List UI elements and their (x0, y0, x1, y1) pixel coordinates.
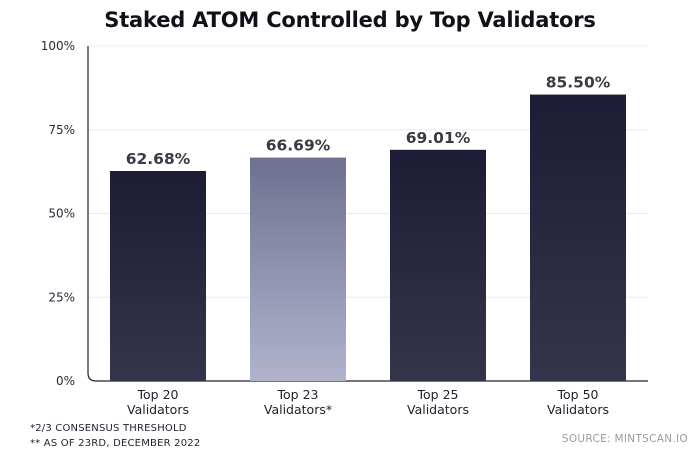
source-label: SOURCE: MINTSCAN.IO (561, 433, 688, 445)
footnote-threshold: *2/3 CONSENSUS THRESHOLD (30, 423, 187, 434)
x-tick-label: Top 23 (277, 387, 319, 402)
x-tick-label: Validators (127, 402, 189, 417)
y-axis-ticks: 0% 25% 50% 75% 100% (41, 39, 75, 388)
y-tick-label: 25% (48, 290, 75, 304)
footnote-date: ** AS OF 23RD, DECEMBER 2022 (30, 438, 201, 449)
axis-line (87, 46, 648, 382)
y-tick-label: 0% (56, 374, 75, 388)
bars (110, 94, 626, 381)
bar (250, 157, 346, 381)
bar (530, 94, 626, 381)
x-tick-label: Validators (407, 402, 469, 417)
data-label: 62.68% (126, 150, 191, 168)
y-tick-label: 75% (48, 123, 75, 137)
x-tick-label: Top 25 (417, 387, 459, 402)
bar (110, 171, 206, 381)
x-tick-label: Validators* (264, 402, 332, 417)
y-tick-label: 100% (41, 39, 75, 53)
x-tick-label: Top 20 (137, 387, 179, 402)
data-label: 85.50% (546, 74, 611, 92)
x-tick-label: Validators (547, 402, 609, 417)
data-label: 69.01% (406, 129, 471, 147)
bar (390, 149, 486, 381)
data-labels: 62.68% 66.69% 69.01% 85.50% (126, 74, 611, 168)
x-tick-label: Top 50 (557, 387, 599, 402)
data-label: 66.69% (266, 137, 331, 155)
chart-title: Staked ATOM Controlled by Top Validators (104, 8, 596, 32)
y-tick-label: 50% (48, 207, 75, 221)
